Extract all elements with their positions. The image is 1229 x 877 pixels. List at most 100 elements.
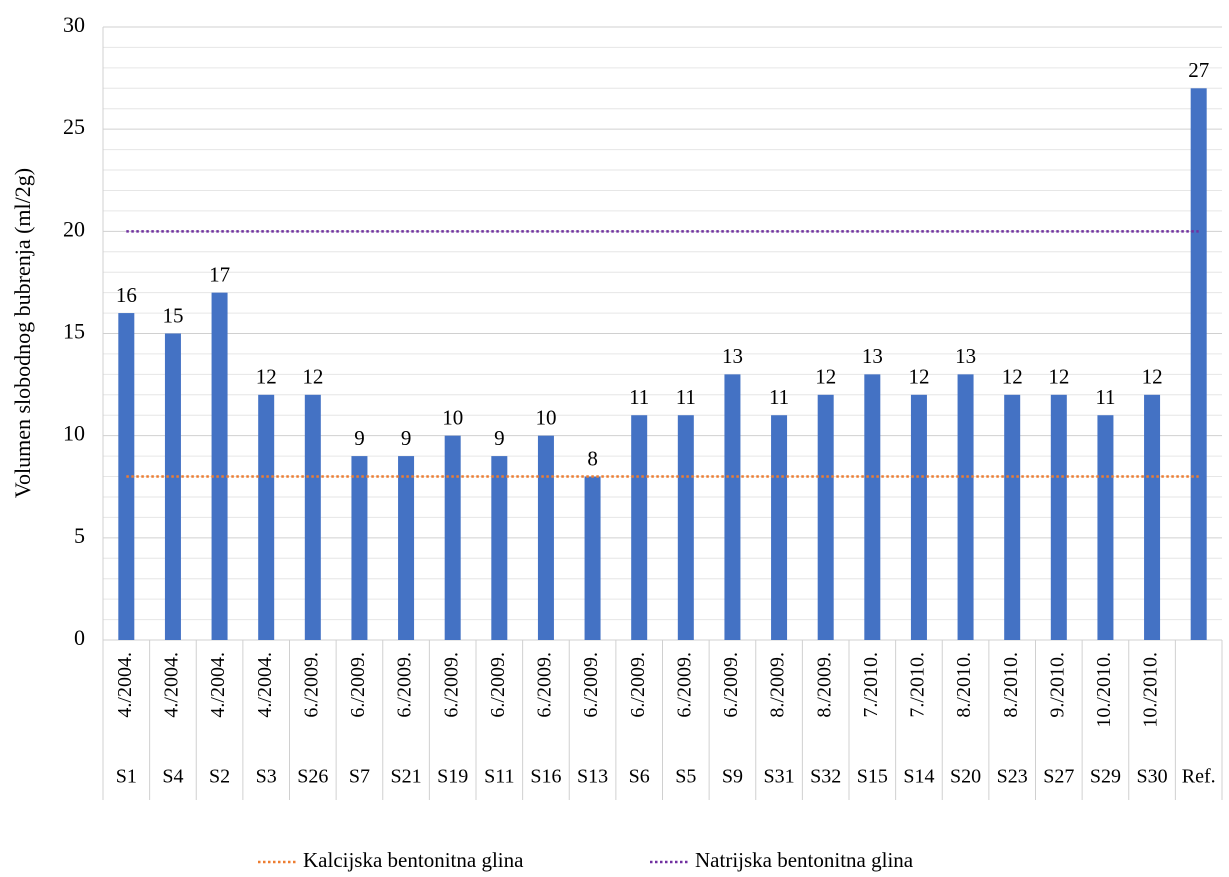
x-tick-label: S15 <box>857 766 888 788</box>
x-tick-label: S31 <box>764 766 795 788</box>
bar <box>771 415 788 640</box>
x-date-label: 4./2004. <box>161 652 183 718</box>
value-label: 13 <box>862 344 883 368</box>
value-label: 9 <box>494 426 505 450</box>
value-label: 13 <box>722 344 743 368</box>
value-label: 11 <box>1095 385 1115 409</box>
bar <box>1144 394 1161 640</box>
x-date-label: 8./2009. <box>767 652 789 718</box>
legend-label: Natrijska bentonitna glina <box>695 848 914 872</box>
x-tick-label: S11 <box>484 766 514 788</box>
x-date-label: 4./2004. <box>114 652 136 718</box>
x-date-label: 6./2009. <box>300 652 322 718</box>
x-tick-label: S14 <box>903 766 934 788</box>
x-tick-label: S26 <box>297 766 328 788</box>
x-date-label: 8./2010. <box>953 652 975 718</box>
value-label: 10 <box>535 405 556 429</box>
value-label: 12 <box>908 365 929 389</box>
y-axis-label: Volumen slobodnog bubrenja (ml/2g) <box>10 168 35 498</box>
value-label: 13 <box>955 344 976 368</box>
value-label: 17 <box>209 262 230 286</box>
bar <box>864 374 881 640</box>
x-date-label: 7./2010. <box>860 652 882 718</box>
value-label: 27 <box>1188 58 1209 82</box>
bar <box>1190 88 1207 641</box>
value-label: 12 <box>1048 365 1069 389</box>
bar <box>537 435 554 640</box>
y-tick-label: 5 <box>74 523 85 548</box>
x-date-label: 6./2009. <box>394 652 416 718</box>
x-tick-label: S1 <box>116 766 137 788</box>
x-tick-label: S16 <box>530 766 561 788</box>
x-date-label: 10./2010. <box>1093 652 1115 728</box>
value-label: 12 <box>256 365 277 389</box>
value-label: 12 <box>815 365 836 389</box>
x-tick-label: S29 <box>1090 766 1121 788</box>
x-date-label: 4./2004. <box>207 652 229 718</box>
x-tick-label: S5 <box>675 766 696 788</box>
x-date-label: 10./2010. <box>1140 652 1162 728</box>
x-date-label: 8./2010. <box>1000 652 1022 718</box>
value-label: 15 <box>162 303 183 327</box>
x-date-label: 6./2009. <box>720 652 742 718</box>
x-tick-label: S27 <box>1043 766 1074 788</box>
x-date-label: 8./2009. <box>813 652 835 718</box>
legend-label: Kalcijska bentonitna glina <box>303 848 524 872</box>
x-tick-label: S3 <box>256 766 277 788</box>
bar <box>211 292 228 640</box>
bar <box>817 394 834 640</box>
bar <box>1004 394 1021 640</box>
bar <box>584 476 601 640</box>
y-tick-label: 30 <box>63 12 85 37</box>
x-tick-label: S6 <box>629 766 650 788</box>
x-tick-label: S4 <box>162 766 183 788</box>
value-label: 16 <box>116 283 137 307</box>
value-label: 12 <box>302 365 323 389</box>
x-date-label: 6./2009. <box>580 652 602 718</box>
x-date-label: 6./2009. <box>534 652 556 718</box>
bar <box>164 333 181 640</box>
value-label: 10 <box>442 405 463 429</box>
x-date-label: 6./2009. <box>487 652 509 718</box>
y-tick-label: 25 <box>63 114 85 139</box>
bar <box>1097 415 1114 640</box>
value-label: 12 <box>1002 365 1023 389</box>
x-tick-label: S2 <box>209 766 230 788</box>
x-tick-label: S7 <box>349 766 370 788</box>
x-tick-label: S30 <box>1137 766 1168 788</box>
value-label: 8 <box>587 446 598 470</box>
x-date-label: 6./2009. <box>627 652 649 718</box>
x-date-label: 6./2009. <box>440 652 462 718</box>
bar <box>724 374 741 640</box>
bar <box>258 394 275 640</box>
value-label: 9 <box>354 426 365 450</box>
y-tick-label: 10 <box>63 421 85 446</box>
x-tick-label: S13 <box>577 766 608 788</box>
bar <box>491 456 508 640</box>
bar <box>1050 394 1067 640</box>
x-tick-label: S9 <box>722 766 743 788</box>
bar <box>677 415 694 640</box>
value-label: 9 <box>401 426 412 450</box>
x-tick-label: S23 <box>997 766 1028 788</box>
x-date-label: 6./2009. <box>673 652 695 718</box>
x-tick-label: S21 <box>391 766 422 788</box>
value-label: 11 <box>676 385 696 409</box>
x-tick-label: S20 <box>950 766 981 788</box>
x-date-label: 7./2010. <box>907 652 929 718</box>
bar <box>398 456 415 640</box>
value-label: 11 <box>629 385 649 409</box>
x-tick-label: Ref. <box>1182 766 1216 788</box>
bar <box>910 394 927 640</box>
bar <box>957 374 974 640</box>
value-label: 11 <box>769 385 789 409</box>
x-date-label: 4./2004. <box>254 652 276 718</box>
y-tick-label: 20 <box>63 216 85 241</box>
y-tick-label: 0 <box>74 625 85 650</box>
bar <box>304 394 321 640</box>
x-tick-label: S19 <box>437 766 468 788</box>
x-date-label: 9./2010. <box>1046 652 1068 718</box>
bar <box>351 456 368 640</box>
